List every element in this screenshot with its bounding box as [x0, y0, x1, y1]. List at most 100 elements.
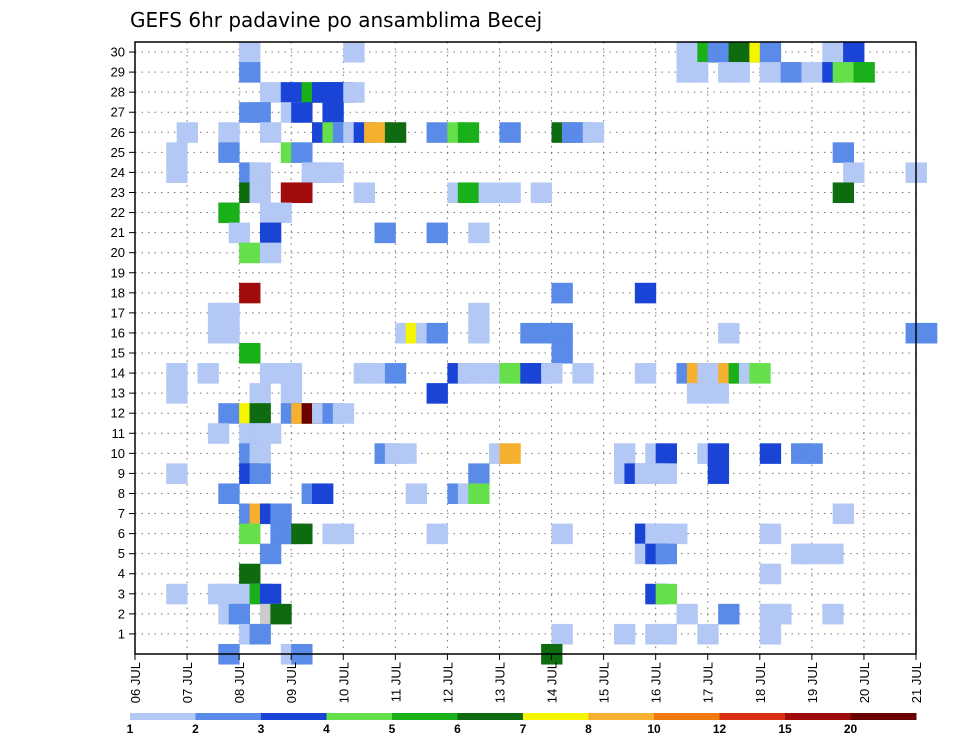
- heatmap-cell: [426, 523, 448, 545]
- heatmap-cell: [759, 62, 782, 83]
- heatmap-cell: [259, 583, 282, 605]
- heatmap-cell: [270, 503, 292, 525]
- heatmap-cell: [832, 503, 855, 525]
- y-tick-label: 15: [111, 346, 125, 361]
- heatmap-cell: [822, 543, 844, 565]
- heatmap-cell: [239, 282, 261, 304]
- heatmap-cell: [239, 62, 261, 83]
- heatmap-cell: [343, 42, 365, 63]
- heatmap-cell: [249, 463, 271, 484]
- heatmap-cell: [239, 523, 261, 545]
- heatmap-cell: [634, 282, 657, 304]
- x-tick-label: 21 JUL: [909, 662, 924, 703]
- y-tick-label: 22: [111, 205, 125, 220]
- x-tick-label: 09 JUL: [284, 662, 299, 703]
- heatmap-cell: [728, 62, 750, 83]
- heatmap-cell: [426, 322, 448, 344]
- heatmap-cell: [655, 463, 677, 484]
- heatmap-cell: [801, 543, 823, 565]
- plot-frame: [134, 41, 917, 655]
- x-tick-label: 17 JUL: [701, 662, 716, 703]
- heatmap-cell: [634, 363, 657, 384]
- heatmap-cell: [332, 403, 355, 424]
- heatmap-cell: [374, 222, 396, 244]
- heatmap-cell: [718, 322, 740, 344]
- x-tick-label: 18 JUL: [753, 662, 768, 703]
- heatmap-cell: [259, 222, 282, 244]
- y-tick-label: 26: [111, 125, 125, 140]
- heatmap-cell: [353, 182, 376, 204]
- y-tick-label: 5: [118, 546, 125, 561]
- legend-label: 4: [323, 722, 330, 736]
- heatmap-cell: [291, 523, 313, 545]
- heatmap-cell: [843, 42, 865, 63]
- x-tick-label: 11 JUL: [388, 662, 403, 702]
- heatmap-cell: [468, 222, 490, 244]
- heatmap-cell: [655, 543, 677, 565]
- x-tick-label: 08 JUL: [232, 662, 247, 703]
- heatmap-cell: [468, 463, 490, 484]
- heatmap-cell: [707, 443, 730, 464]
- heatmap-cell: [239, 563, 261, 585]
- heatmap-cell: [249, 162, 271, 183]
- heatmap-cell: [291, 142, 313, 163]
- y-tick-label: 7: [118, 506, 125, 521]
- y-tick-label: 27: [111, 105, 125, 120]
- heatmap-cell: [614, 623, 636, 645]
- heatmap-cell: [259, 423, 282, 444]
- x-tick-label: 13 JUL: [492, 662, 507, 703]
- heatmap-cell: [853, 62, 875, 83]
- heatmap-cell: [686, 383, 709, 404]
- heatmap-cell: [614, 443, 636, 464]
- x-tick-label: 15 JUL: [597, 662, 612, 703]
- y-tick-label: 4: [118, 566, 125, 581]
- heatmap-cell: [166, 162, 188, 183]
- heatmap-cell: [259, 122, 282, 143]
- heatmap-cell: [218, 583, 240, 605]
- heatmap-cell: [801, 443, 823, 464]
- heatmap-cell: [426, 222, 448, 244]
- heatmap-cell: [291, 182, 313, 204]
- heatmap-cell: [551, 523, 573, 545]
- y-tick-label: 24: [111, 165, 125, 180]
- y-tick-label: 16: [111, 325, 125, 340]
- heatmap-cell: [280, 363, 303, 384]
- heatmap-cell: [343, 82, 365, 103]
- heatmap-cell: [843, 162, 865, 183]
- legend-swatch: [326, 713, 393, 720]
- y-tick-label: 17: [111, 305, 125, 320]
- heatmap-cell: [364, 363, 386, 384]
- heatmap-cell: [384, 122, 407, 143]
- y-tick-label: 13: [111, 386, 125, 401]
- heatmap-cell: [322, 102, 344, 123]
- legend-swatch: [261, 713, 327, 720]
- heatmap-cell: [176, 122, 198, 143]
- x-tick-label: 06 JUL: [128, 662, 143, 703]
- heatmap-cell: [218, 122, 240, 143]
- heatmap-cell: [718, 603, 740, 625]
- y-tick-label: 1: [118, 626, 125, 641]
- heatmap-cell: [280, 82, 303, 103]
- y-tick-label: 6: [118, 526, 125, 541]
- y-tick-label: 29: [111, 65, 125, 80]
- heatmap-cell: [822, 603, 844, 625]
- y-tick-label: 28: [111, 85, 125, 100]
- x-tick-label: 07 JUL: [180, 662, 195, 703]
- heatmap-cell: [655, 443, 677, 464]
- x-tick-label: 19 JUL: [805, 662, 820, 703]
- heatmap-cell: [249, 102, 271, 123]
- heatmap-cell: [322, 162, 344, 183]
- heatmap-cell: [655, 583, 677, 605]
- y-tick-label: 12: [111, 406, 125, 421]
- x-tick-label: 20 JUL: [857, 662, 872, 703]
- heatmap-cell: [166, 463, 188, 484]
- heatmap-cell: [551, 623, 573, 645]
- heatmap-cell: [166, 383, 188, 404]
- heatmap-cell: [582, 122, 605, 143]
- legend-swatch: [785, 713, 851, 720]
- heatmap-cell: [280, 383, 303, 404]
- y-tick-label: 30: [111, 45, 125, 60]
- heatmap-cell: [541, 363, 563, 384]
- heatmap-cell: [239, 342, 261, 364]
